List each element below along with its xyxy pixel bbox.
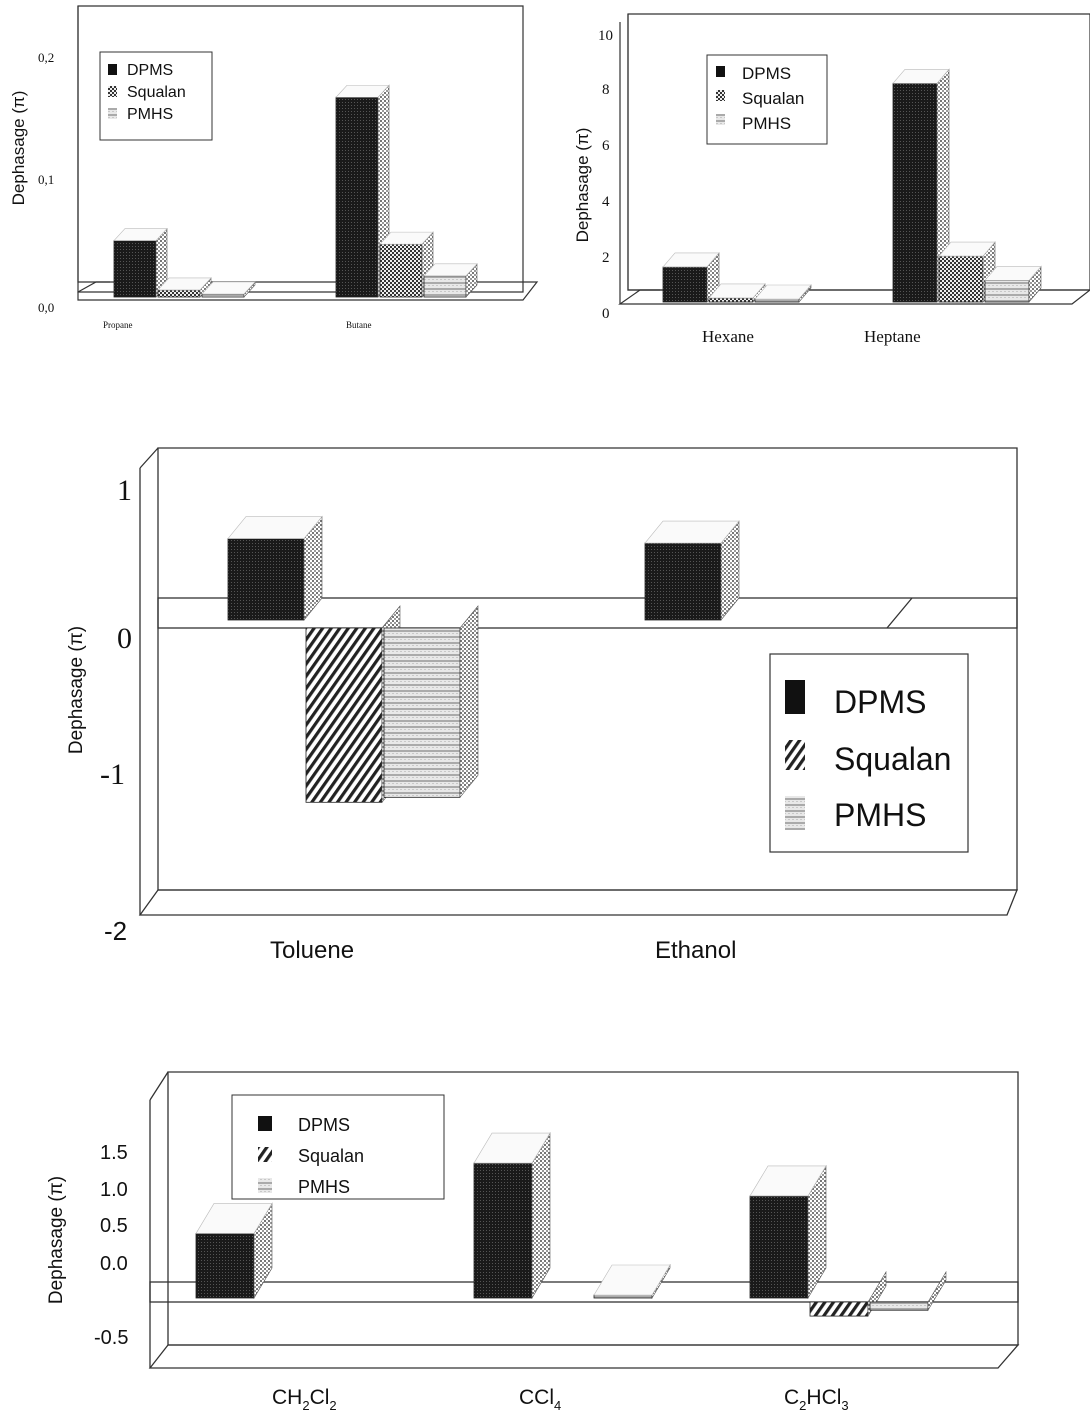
- x-tick-label: Butane: [346, 320, 372, 330]
- legend-swatch-dpms: [785, 680, 805, 714]
- bar-dpms-1: [892, 68, 950, 303]
- legend-swatch-pmhs: [108, 108, 117, 119]
- legend-label-pmhs: PMHS: [742, 114, 791, 133]
- y-tick-label: 1.5: [100, 1142, 128, 1164]
- bar-pmhs-1: [423, 263, 478, 298]
- y-tick-label: 0: [117, 622, 132, 655]
- y-axis-label: Dephasage (π): [573, 128, 592, 243]
- y-tick-label: -0.5: [94, 1327, 128, 1349]
- bar-pmhs-1: [984, 265, 1042, 303]
- legend-label-dpms: DPMS: [127, 62, 173, 79]
- y-tick-label: 0: [602, 306, 610, 322]
- x-tick-label-ccl4: CCl4: [519, 1386, 561, 1413]
- x-tick-label: Hexane: [702, 327, 754, 346]
- legend-swatch-dpms: [258, 1116, 272, 1131]
- legend-label-pmhs: PMHS: [298, 1177, 350, 1197]
- legend-swatch-dpms: [716, 66, 725, 77]
- bar-dpms-0: [662, 252, 720, 303]
- legend-swatch-pmhs: [716, 114, 725, 125]
- y-tick-label: 0.0: [100, 1253, 128, 1275]
- chart-hexane-heptane: DPMS Squalan PMHS 0 2 4 6 8 10 Hexane He…: [573, 13, 1090, 346]
- legend-box: DPMS Squalan PMHS: [231, 1094, 445, 1200]
- y-axis-label: Dephasage (π): [9, 91, 28, 206]
- legend-label-dpms: DPMS: [742, 64, 791, 83]
- chart-propane-butane: DPMS Squalan PMHS 0,2 0,1 0,0 Propane Bu…: [9, 5, 539, 330]
- legend-swatch-pmhs: [258, 1178, 272, 1193]
- y-tick-label: 1.0: [100, 1179, 128, 1201]
- y-tick-label: -2: [104, 916, 127, 946]
- legend-label-squalan: Squalan: [127, 84, 186, 101]
- x-tick-label: Heptane: [864, 327, 921, 346]
- y-tick-label: 6: [602, 138, 610, 154]
- y-tick-label: 1: [117, 474, 132, 507]
- bar-dpms-1: [644, 520, 740, 621]
- x-tick-label: Ethanol: [655, 937, 736, 964]
- y-tick-label: 0,2: [38, 50, 54, 65]
- legend-swatch-squalan: [716, 90, 725, 101]
- bar-pmhs-1: [593, 1263, 671, 1300]
- legend-box: DPMS Squalan PMHS: [769, 653, 969, 853]
- legend-box: DPMS Squalan PMHS: [99, 51, 213, 141]
- bar-dpms-0: [113, 227, 168, 298]
- legend-swatch-pmhs: [785, 796, 805, 830]
- bar-dpms-0: [227, 515, 323, 621]
- y-axis-label: Dephasage (π): [66, 626, 87, 754]
- bar-pmhs-0: [754, 284, 812, 303]
- y-tick-label: 0.5: [100, 1215, 128, 1237]
- legend-label-squalan: Squalan: [298, 1146, 364, 1166]
- y-tick-label: 2: [602, 250, 610, 266]
- legend-swatch-squalan: [258, 1147, 272, 1162]
- y-tick-label: 10: [598, 28, 613, 44]
- x-tick-label: Propane: [103, 320, 133, 330]
- legend-swatch-squalan: [108, 86, 117, 97]
- legend-label-dpms: DPMS: [298, 1115, 350, 1135]
- bar-dpms-2: [749, 1164, 827, 1300]
- legend-swatch-squalan: [785, 740, 805, 770]
- bar-squalan-0: [157, 277, 212, 298]
- bar-dpms-1: [473, 1131, 551, 1300]
- legend-label-pmhs: PMHS: [834, 797, 926, 833]
- x-tick-label: Toluene: [270, 937, 354, 964]
- y-tick-label: 8: [602, 82, 610, 98]
- x-tick-label-c2hcl3: C2HCl3: [784, 1386, 849, 1413]
- x-tick-label-ch2cl2: CH2Cl2: [272, 1386, 337, 1413]
- legend-swatch-dpms: [108, 64, 117, 75]
- bar-pmhs-2: [869, 1270, 947, 1312]
- y-axis-label: Dephasage (π): [46, 1176, 67, 1304]
- y-tick-label: -1: [100, 758, 125, 791]
- chart-toluene-ethanol: DPMS Squalan PMHS 1 0 -1 -2 Toluene Etha…: [66, 447, 1018, 964]
- y-tick-label: 0,0: [38, 300, 54, 315]
- legend-label-squalan: Squalan: [742, 89, 804, 108]
- bar-pmhs-0: [201, 281, 256, 298]
- legend-label-dpms: DPMS: [834, 684, 926, 720]
- y-tick-label: 4: [602, 194, 610, 210]
- legend-label-pmhs: PMHS: [127, 106, 173, 123]
- y-tick-label: 0,1: [38, 172, 54, 187]
- bar-pmhs-0: [383, 605, 479, 799]
- chart-chlorinated: DPMS Squalan PMHS 1.5 1.0 0.5 0.0 -0.5 C…: [46, 1071, 1020, 1413]
- bar-dpms-0: [195, 1202, 273, 1300]
- legend-label-squalan: Squalan: [834, 741, 951, 777]
- legend-box: DPMS Squalan PMHS: [706, 54, 828, 145]
